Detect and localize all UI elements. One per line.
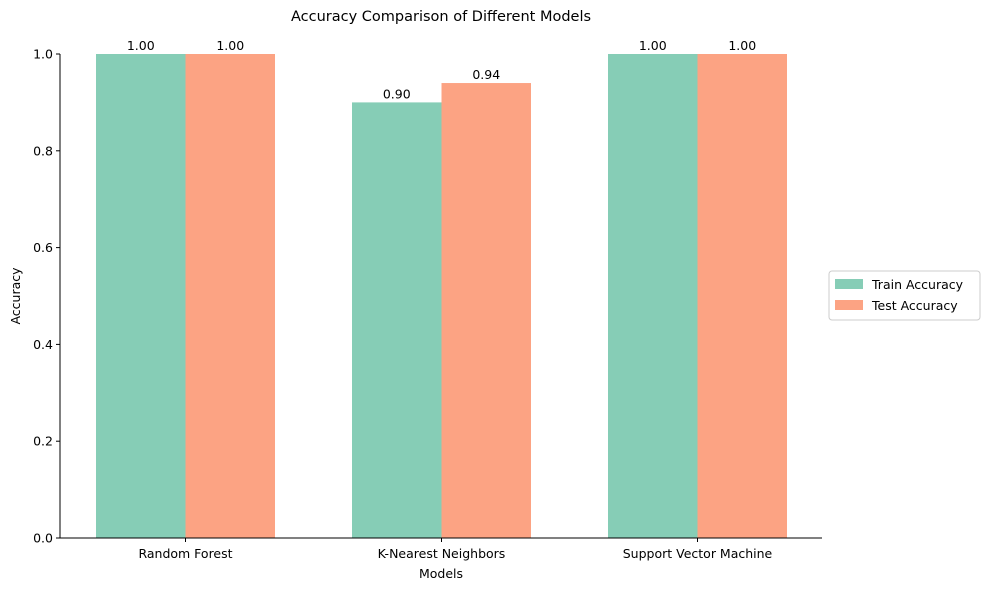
x-tick-label-1: K-Nearest Neighbors bbox=[378, 546, 506, 561]
x-tick-label-0: Random Forest bbox=[138, 546, 232, 561]
data-label-train-1: 0.90 bbox=[383, 86, 411, 101]
y-tick-label-2: 0.4 bbox=[33, 337, 53, 352]
chart-title: Accuracy Comparison of Different Models bbox=[291, 9, 591, 25]
y-tick-label-0: 0.0 bbox=[33, 531, 53, 546]
data-label-test-2: 1.00 bbox=[728, 38, 756, 53]
bar-train-1 bbox=[352, 102, 442, 539]
bar-test-2 bbox=[697, 54, 787, 538]
data-label-train-0: 1.00 bbox=[127, 38, 155, 53]
y-tick-label-5: 1.0 bbox=[33, 47, 53, 62]
data-label-test-0: 1.00 bbox=[216, 38, 244, 53]
y-tick-label-3: 0.6 bbox=[33, 240, 53, 255]
bar-train-2 bbox=[608, 54, 698, 538]
legend-label-train: Train Accuracy bbox=[871, 277, 964, 292]
y-tick-label-4: 0.8 bbox=[33, 143, 53, 158]
legend-box bbox=[828, 270, 981, 321]
bar-test-0 bbox=[185, 54, 275, 538]
y-tick-label-1: 0.2 bbox=[33, 434, 53, 449]
bar-test-1 bbox=[441, 83, 531, 538]
y-axis-label: Accuracy bbox=[8, 267, 23, 325]
legend-swatch-train bbox=[835, 279, 863, 289]
legend-swatch-test bbox=[835, 300, 863, 310]
plot-area: 1.00 0.90 1.00 1.00 0.94 1.00 0.0 0.2 0.4 0.6 0.8 1… bbox=[33, 38, 822, 561]
legend-label-test: Test Accuracy bbox=[871, 298, 958, 313]
x-tick-label-2: Support Vector Machine bbox=[623, 546, 773, 561]
data-label-test-1: 0.94 bbox=[472, 67, 500, 82]
x-axis-label: Models bbox=[419, 566, 463, 581]
data-label-train-2: 1.00 bbox=[639, 38, 667, 53]
legend: Train Accuracy Test Accuracy bbox=[828, 270, 981, 321]
bar-train-0 bbox=[96, 54, 186, 538]
